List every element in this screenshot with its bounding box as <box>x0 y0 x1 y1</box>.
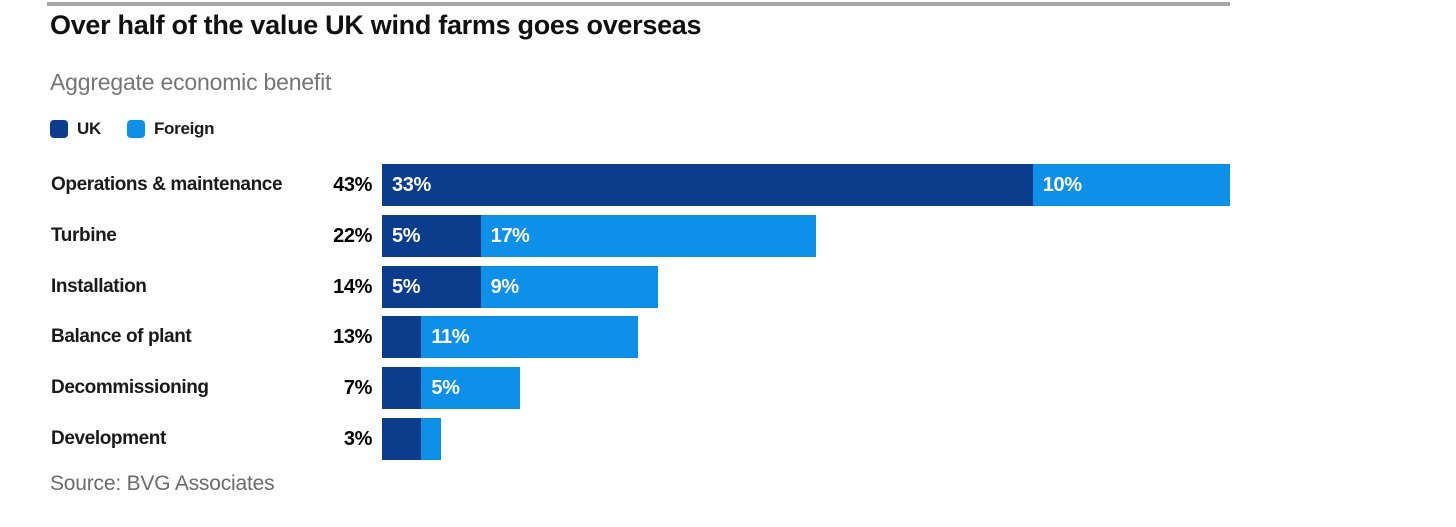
stacked-bar: 11% <box>382 316 639 358</box>
stacked-bar <box>382 418 442 460</box>
top-rule <box>47 2 1230 6</box>
bar-row: Decommissioning 7% 5% <box>50 367 1235 409</box>
segment-value-label: 11% <box>431 325 470 348</box>
legend-item-foreign: Foreign <box>126 119 215 139</box>
bar-row: Development 3% <box>50 418 1235 460</box>
bar-row: Operations & maintenance 43% 33% 10% <box>50 164 1235 206</box>
category-label: Decommissioning <box>51 377 209 398</box>
segment-value-label: 5% <box>431 376 460 399</box>
foreign-segment: 17% <box>480 215 816 257</box>
uk-segment: 5% <box>382 215 481 257</box>
legend-label-foreign: Foreign <box>153 119 215 138</box>
segment-value-label: 5% <box>392 224 421 247</box>
source-note: Source: BVG Associates <box>50 472 275 495</box>
category-label: Operations & maintenance <box>51 174 283 195</box>
segment-value-label: 17% <box>490 224 530 247</box>
foreign-segment: 5% <box>421 367 520 409</box>
uk-segment <box>382 418 422 460</box>
total-value-label: 3% <box>343 428 373 450</box>
foreign-swatch-icon <box>126 120 145 138</box>
uk-segment <box>382 367 422 409</box>
foreign-segment: 9% <box>480 266 659 308</box>
total-value-label: 7% <box>343 377 373 399</box>
total-value-label: 22% <box>333 225 372 247</box>
chart-subtitle: Aggregate economic benefit <box>50 69 332 95</box>
legend-label-uk: UK <box>77 119 101 138</box>
category-label: Installation <box>51 276 147 297</box>
segment-value-label: 5% <box>392 275 421 298</box>
bar-row: Installation 14% 5% 9% <box>50 266 1235 308</box>
total-value-label: 13% <box>333 326 372 348</box>
legend: UK Foreign <box>50 119 215 139</box>
bar-row: Turbine 22% 5% 17% <box>50 215 1235 257</box>
foreign-segment <box>421 418 442 460</box>
chart-title: Over half of the value UK wind farms goe… <box>50 10 702 40</box>
bar-chart-area: Operations & maintenance 43% 33% 10% Turbine… <box>50 164 1235 464</box>
stacked-bar: 5% 17% <box>382 215 816 257</box>
uk-segment: 5% <box>382 266 481 308</box>
stacked-bar: 33% 10% <box>382 164 1230 206</box>
stacked-bar: 5% 9% <box>382 266 659 308</box>
total-value-label: 43% <box>333 174 372 196</box>
uk-swatch-icon <box>50 120 68 138</box>
total-value-label: 14% <box>333 276 372 298</box>
bar-row: Balance of plant 13% 11% <box>50 316 1235 358</box>
segment-value-label: 9% <box>490 275 520 298</box>
stacked-bar: 5% <box>382 367 520 409</box>
segment-value-label: 33% <box>392 173 431 196</box>
category-label: Turbine <box>51 225 117 246</box>
legend-item-uk: UK <box>50 119 101 139</box>
category-label: Balance of plant <box>51 326 192 347</box>
foreign-segment: 11% <box>421 316 639 358</box>
uk-segment: 33% <box>382 164 1033 206</box>
category-label: Development <box>51 428 166 449</box>
uk-segment <box>382 316 422 358</box>
segment-value-label: 10% <box>1042 173 1082 196</box>
foreign-segment: 10% <box>1032 164 1230 206</box>
